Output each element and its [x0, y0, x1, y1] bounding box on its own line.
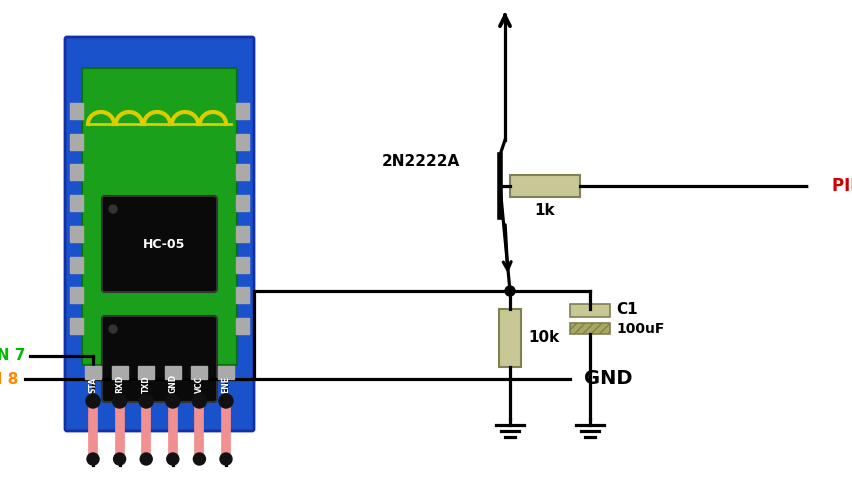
FancyBboxPatch shape: [102, 196, 217, 292]
Bar: [70, 257, 83, 273]
Circle shape: [167, 453, 179, 465]
Bar: [236, 257, 249, 273]
Text: PIN 7: PIN 7: [0, 349, 25, 363]
Bar: [510, 175, 580, 197]
Circle shape: [87, 453, 99, 465]
Circle shape: [220, 453, 232, 465]
Circle shape: [139, 394, 153, 408]
Bar: [70, 103, 83, 119]
Circle shape: [109, 325, 117, 333]
Text: HC-05: HC-05: [143, 238, 185, 250]
Text: GND: GND: [584, 370, 632, 388]
Circle shape: [141, 453, 153, 465]
Bar: [164, 366, 181, 379]
Text: GND: GND: [169, 374, 177, 393]
Circle shape: [86, 394, 100, 408]
Text: PIN 9: PIN 9: [832, 177, 852, 195]
Bar: [236, 195, 249, 211]
Circle shape: [112, 394, 127, 408]
Circle shape: [810, 178, 826, 194]
Bar: [570, 304, 610, 317]
Text: 1k: 1k: [535, 203, 556, 218]
Bar: [236, 134, 249, 150]
Circle shape: [193, 453, 205, 465]
Text: C1: C1: [616, 301, 637, 317]
Bar: [236, 226, 249, 242]
Bar: [570, 323, 610, 334]
Bar: [236, 164, 249, 180]
Circle shape: [113, 453, 125, 465]
Circle shape: [166, 394, 180, 408]
Text: PIN 8: PIN 8: [0, 372, 18, 386]
Text: TXD: TXD: [141, 376, 151, 393]
Bar: [70, 318, 83, 334]
Circle shape: [109, 205, 117, 213]
Bar: [236, 318, 249, 334]
Text: 100uF: 100uF: [616, 322, 665, 336]
Text: 2N2222A: 2N2222A: [382, 154, 460, 168]
Circle shape: [219, 394, 233, 408]
Bar: [138, 366, 154, 379]
Bar: [192, 366, 207, 379]
Bar: [70, 226, 83, 242]
Bar: [70, 134, 83, 150]
Circle shape: [193, 394, 206, 408]
Bar: [70, 195, 83, 211]
Text: VCC: VCC: [195, 376, 204, 393]
Bar: [236, 287, 249, 303]
Text: ENE: ENE: [222, 376, 231, 393]
Text: 10k: 10k: [528, 330, 559, 346]
Text: STA: STA: [89, 377, 97, 393]
FancyBboxPatch shape: [102, 316, 217, 402]
FancyBboxPatch shape: [65, 37, 254, 431]
FancyBboxPatch shape: [82, 68, 237, 365]
Bar: [70, 164, 83, 180]
Circle shape: [505, 286, 515, 296]
Bar: [85, 366, 101, 379]
Bar: [218, 366, 234, 379]
Text: RXD: RXD: [115, 375, 124, 393]
Bar: [499, 309, 521, 367]
Bar: [236, 103, 249, 119]
Bar: [70, 287, 83, 303]
Bar: [112, 366, 128, 379]
